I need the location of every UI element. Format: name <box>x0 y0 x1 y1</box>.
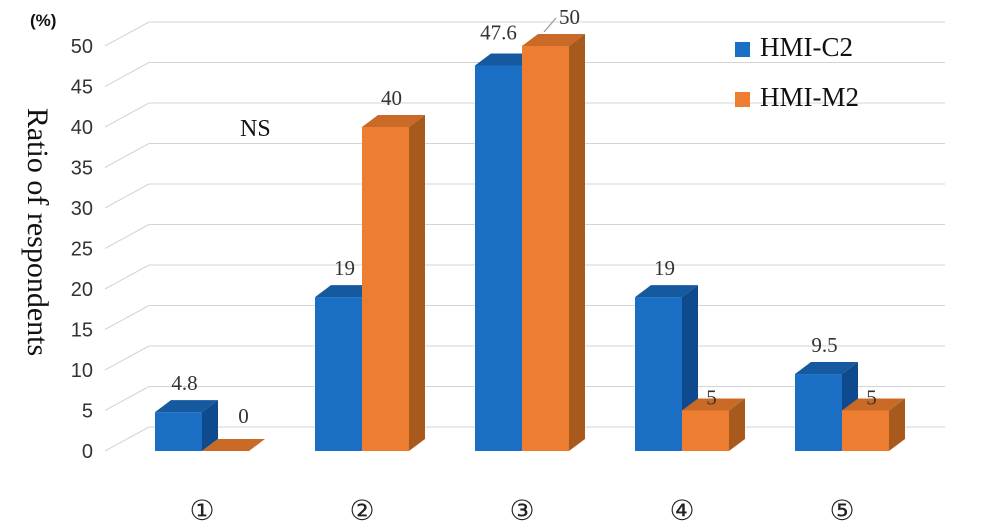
grid-line <box>104 224 150 249</box>
category-label: ② <box>349 494 374 527</box>
bar-front <box>475 65 522 451</box>
legend-swatch <box>735 42 750 57</box>
bar-top <box>155 400 218 413</box>
bar-front <box>842 410 889 451</box>
bar-top <box>362 115 425 127</box>
data-label: 19 <box>334 256 355 280</box>
bar-top <box>842 398 905 411</box>
legend-swatch <box>735 92 750 107</box>
grid-line <box>104 143 150 168</box>
bar-front <box>682 410 729 451</box>
bar-hmi-m2-5 <box>842 398 905 451</box>
grid-line <box>104 305 150 330</box>
y-tick-label: 10 <box>71 360 93 382</box>
data-labels: 4.8 0 19 40 47.6 50 19 5 9.5 5 <box>171 5 876 428</box>
data-label: 19 <box>654 256 675 280</box>
data-label: 50 <box>559 5 580 29</box>
y-tick-label: 0 <box>82 441 93 463</box>
legend: HMI-C2 HMI-M2 <box>735 32 859 112</box>
data-label: 5 <box>706 386 717 410</box>
bar-top <box>682 398 745 411</box>
bar-side <box>889 398 905 451</box>
y-tick-label: 35 <box>71 158 93 180</box>
y-tick-label: 15 <box>71 320 93 342</box>
grid-line <box>104 386 150 411</box>
grid-line <box>104 102 150 128</box>
legend-label: HMI-C2 <box>760 32 853 62</box>
y-tick-labels: 0 5 10 15 20 25 30 35 40 45 50 <box>71 36 93 463</box>
y-unit-label: (%) <box>30 11 56 30</box>
grid-line <box>104 21 150 47</box>
label-leader-line <box>543 17 557 33</box>
bar-top <box>635 285 698 298</box>
category-labels: ① ② ③ ④ ⑤ <box>189 494 854 527</box>
bar-front <box>522 46 569 451</box>
bar-side <box>569 34 585 451</box>
data-label: 4.8 <box>171 371 197 395</box>
bar-top <box>795 362 858 375</box>
category-label: ③ <box>509 494 534 527</box>
y-tick-label: 45 <box>71 77 93 99</box>
grid-line <box>104 62 150 87</box>
ns-annotation: NS <box>240 116 271 142</box>
y-tick-label: 30 <box>71 198 93 220</box>
y-tick-label: 25 <box>71 239 93 261</box>
bars <box>155 34 905 451</box>
bar-hmi-m2-2 <box>362 115 425 451</box>
bar-side <box>409 115 425 451</box>
category-label: ① <box>189 494 214 527</box>
bar-hmi-c2-1 <box>155 400 218 451</box>
y-tick-label: 20 <box>71 279 93 301</box>
y-tick-label: 50 <box>71 36 93 58</box>
data-label: 9.5 <box>811 333 837 357</box>
data-label: 0 <box>238 404 249 428</box>
bar-hmi-m2-4 <box>682 398 745 451</box>
bar-front <box>155 412 202 451</box>
bar-hmi-m2-3 <box>522 34 585 451</box>
grid-line <box>104 183 150 209</box>
data-label: 5 <box>866 386 877 410</box>
data-label: 47.6 <box>480 20 517 44</box>
bar-front <box>315 297 362 451</box>
grid-line <box>104 345 150 371</box>
bar-front <box>795 374 842 451</box>
bar-front <box>635 297 682 451</box>
bar-hmi-m2-1 <box>202 439 265 451</box>
category-label: ⑤ <box>829 494 854 527</box>
grid-line <box>104 426 150 452</box>
bar-side <box>202 400 218 451</box>
legend-label: HMI-M2 <box>760 82 859 112</box>
bar-top <box>522 34 585 46</box>
category-label: ④ <box>669 494 694 527</box>
y-tick-label: 40 <box>71 117 93 139</box>
data-label: 40 <box>381 86 402 110</box>
grid-line <box>104 264 150 290</box>
y-axis-label: Ratio of respondents <box>21 108 54 356</box>
bar-top <box>202 439 265 451</box>
bar-front <box>362 127 409 451</box>
bar-side <box>729 398 745 451</box>
y-tick-label: 5 <box>82 401 93 423</box>
